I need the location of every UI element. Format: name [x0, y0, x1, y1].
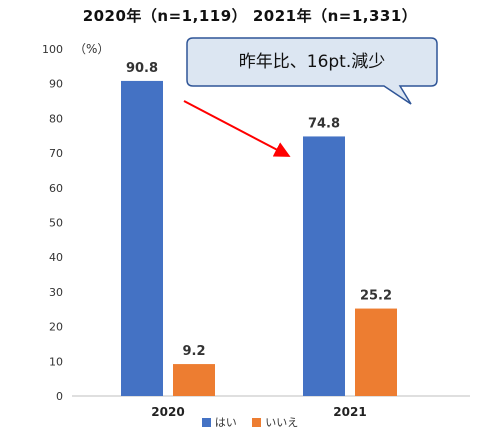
- y-tick-label: 10: [49, 355, 63, 368]
- bars: [121, 80, 397, 396]
- data-label-no-2021: 25.2: [360, 289, 392, 304]
- legend: はい いいえ: [0, 414, 500, 430]
- bar-no-2021: [355, 308, 397, 396]
- y-tick-label: 70: [49, 147, 63, 160]
- bar-yes-2020: [121, 80, 163, 396]
- y-axis-unit: （%）: [74, 42, 109, 56]
- y-tick-label: 80: [49, 112, 63, 125]
- x-tick-label-2021: 2021: [333, 405, 366, 419]
- x-tick-label-2020: 2020: [151, 405, 184, 419]
- y-tick-label: 20: [49, 321, 63, 334]
- y-tick-label: 60: [49, 182, 63, 195]
- y-tick-label: 50: [49, 217, 63, 230]
- legend-label-yes: はい: [214, 416, 237, 429]
- y-tick-label: 40: [49, 251, 63, 264]
- chart-header-title: 2020年（n=1,119） 2021年（n=1,331）: [82, 7, 418, 25]
- annotation: 昨年比、16pt.減少: [183, 37, 438, 157]
- x-axis: 2020 2021: [151, 405, 366, 419]
- legend-swatch-yes: [201, 417, 211, 427]
- decrease-arrow: [183, 100, 291, 157]
- data-label-yes-2021: 74.8: [308, 116, 340, 131]
- data-label-yes-2020: 90.8: [126, 61, 158, 76]
- legend-item-yes: はい: [201, 414, 237, 430]
- data-labels: 90.8 9.2 74.8 25.2: [126, 61, 392, 359]
- callout-bubble: [186, 37, 438, 105]
- legend-swatch-no: [252, 417, 262, 427]
- y-tick-label: 100: [42, 43, 63, 56]
- y-axis: 0 10 20 30 40 50 60 70 80 90 100 （%）: [42, 42, 470, 403]
- y-tick-label: 90: [49, 78, 63, 91]
- legend-label-no: いいえ: [265, 416, 299, 429]
- callout-text: 昨年比、16pt.減少: [239, 52, 386, 72]
- y-tick-label: 0: [56, 390, 63, 403]
- bar-yes-2021: [303, 136, 345, 396]
- bar-no-2020: [173, 364, 215, 396]
- y-tick-label: 30: [49, 286, 63, 299]
- data-label-no-2020: 9.2: [182, 344, 205, 359]
- legend-item-no: いいえ: [252, 414, 298, 430]
